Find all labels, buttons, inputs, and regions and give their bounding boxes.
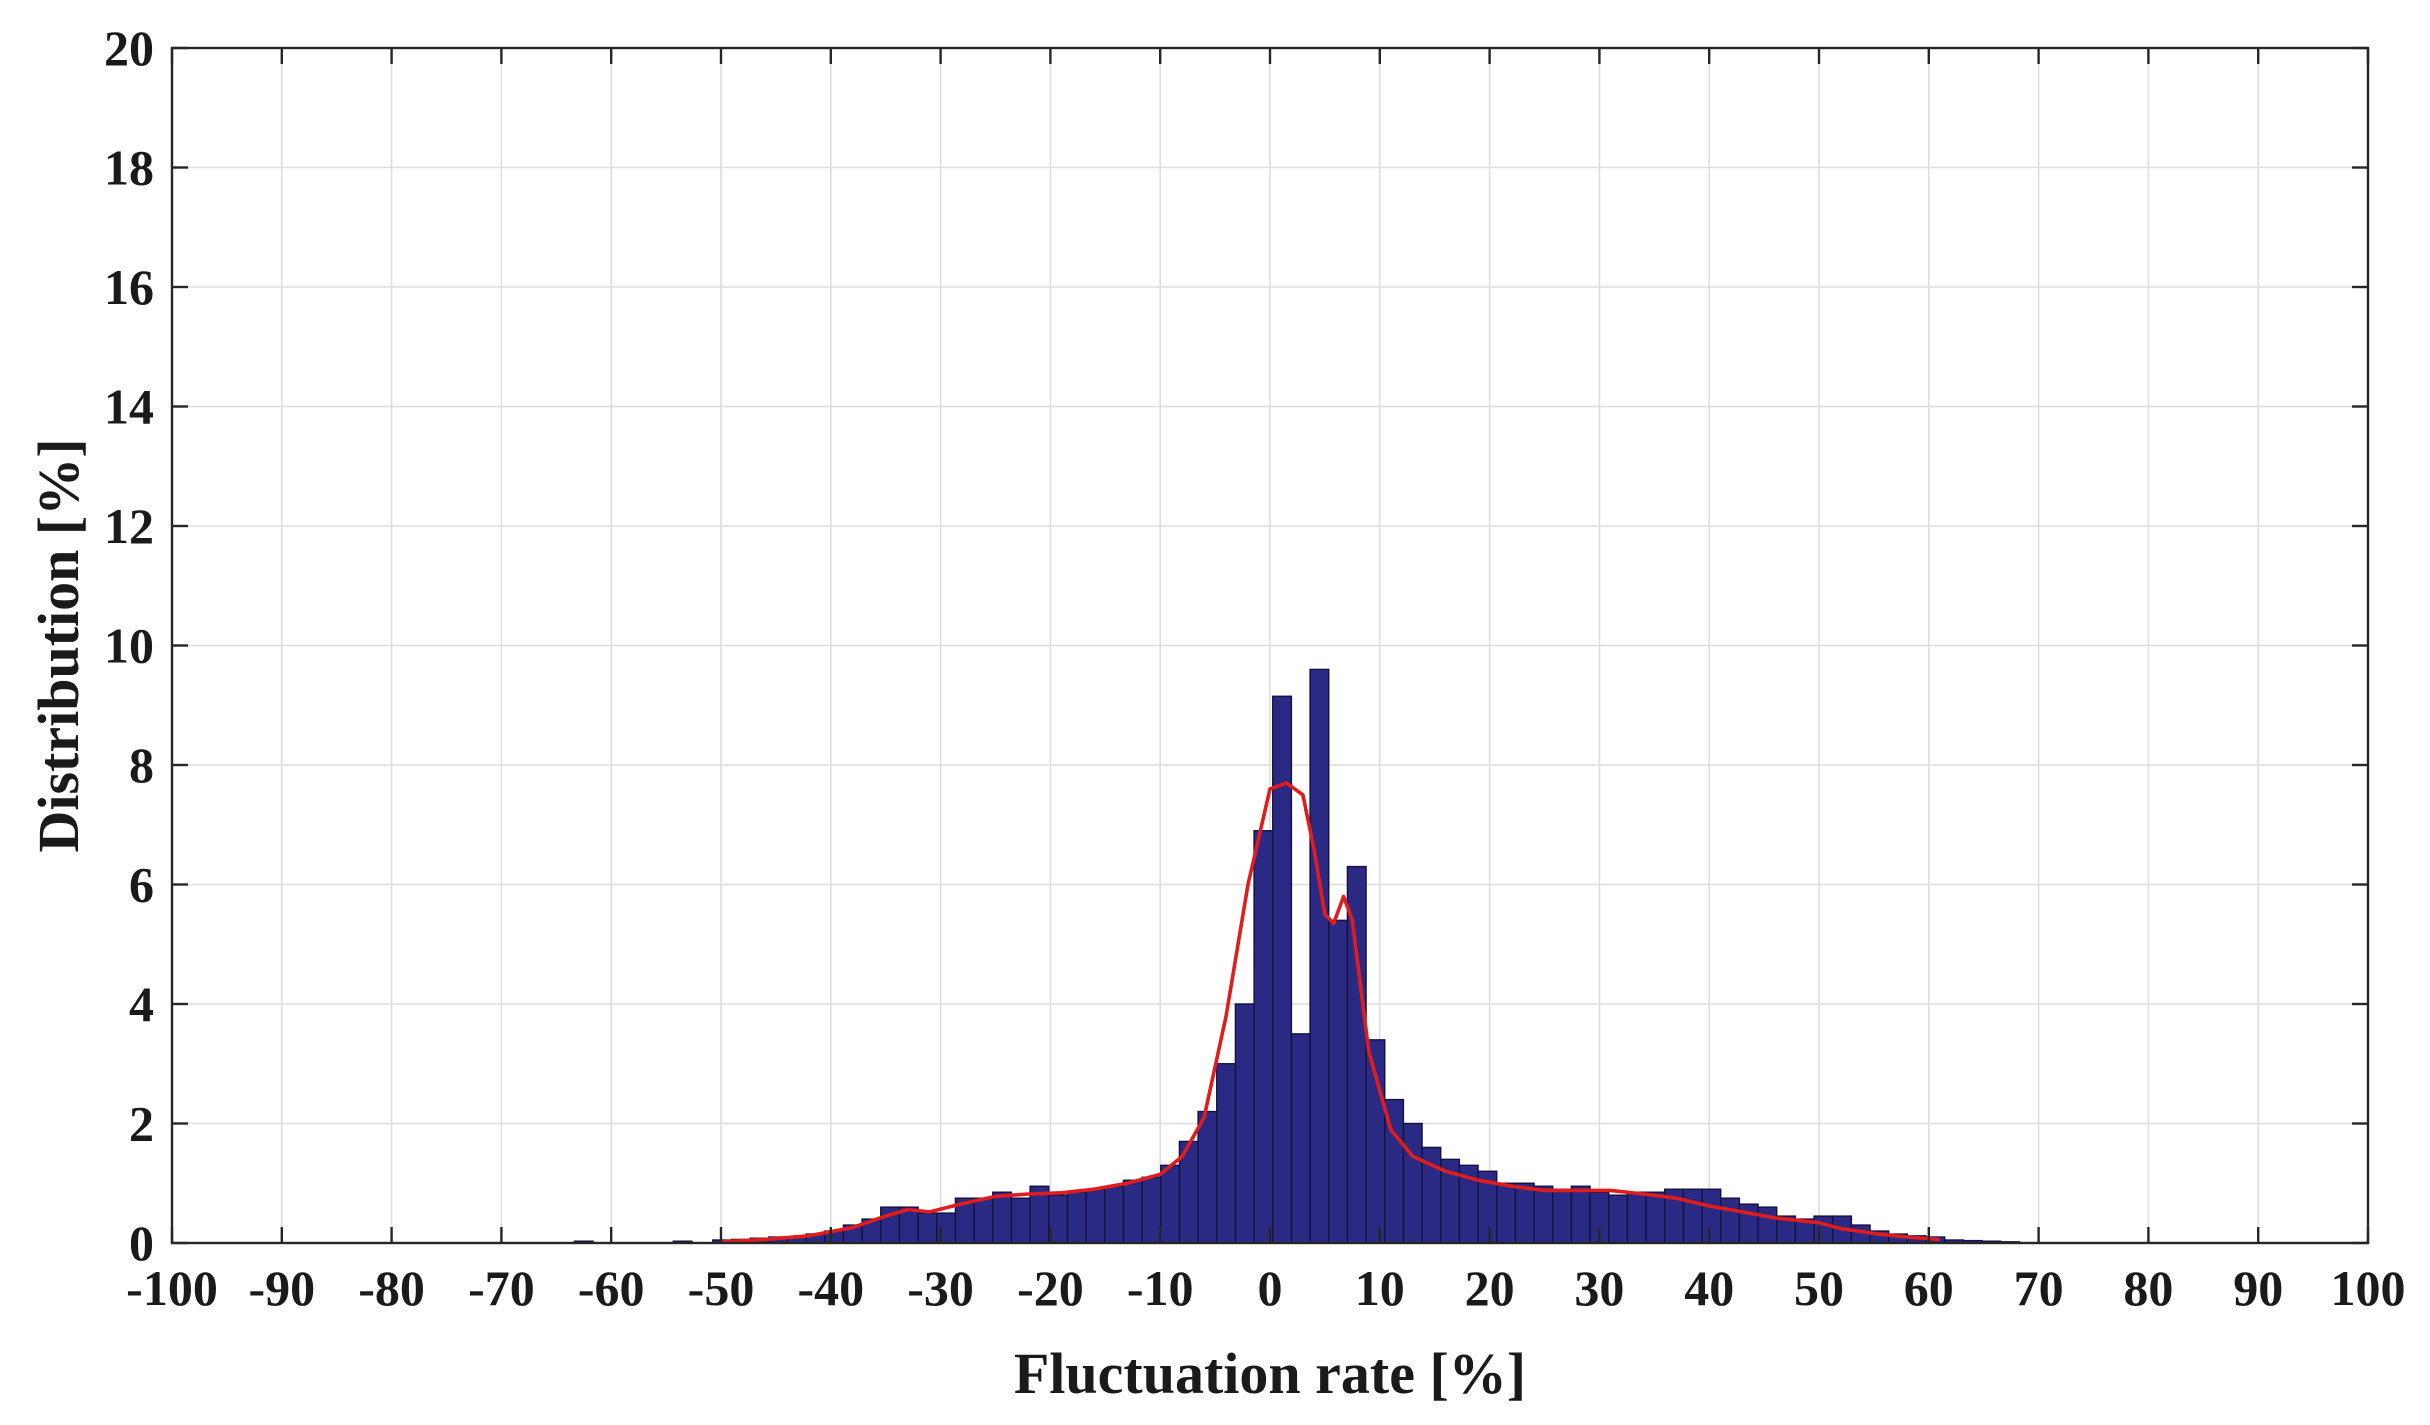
histogram-bar [1216, 1063, 1237, 1244]
x-tick-label: -20 [1017, 1260, 1084, 1316]
y-tick-label: 8 [129, 737, 154, 793]
y-tick-label: 12 [104, 498, 154, 554]
y-tick-label: 20 [104, 20, 154, 76]
y-tick-label: 10 [104, 618, 154, 674]
axis-ticks [170, 46, 2370, 1245]
histogram-bar [1514, 1182, 1535, 1244]
y-tick-label: 4 [129, 976, 154, 1032]
histogram-bar [1085, 1188, 1106, 1244]
histogram-bar [1682, 1188, 1703, 1244]
histogram-bar [1738, 1203, 1759, 1244]
histogram-bar [1104, 1185, 1125, 1244]
histogram-bars [573, 668, 2021, 1244]
histogram-bar [917, 1212, 938, 1244]
x-tick-label: 0 [1258, 1260, 1283, 1316]
x-tick-label: 50 [1794, 1260, 1844, 1316]
x-tick-label: 90 [2233, 1260, 2283, 1316]
histogram-bar [1496, 1182, 1517, 1244]
x-tick-label: -40 [797, 1260, 864, 1316]
histogram-bar [1066, 1191, 1087, 1244]
y-axis-title: Distribution [%] [26, 438, 91, 852]
histogram-bar [1552, 1188, 1573, 1244]
histogram-bar [1309, 668, 1330, 1244]
x-tick-label: -10 [1127, 1260, 1194, 1316]
x-tick-label: 30 [1574, 1260, 1624, 1316]
histogram-bar [1813, 1215, 1834, 1244]
x-tick-label: 100 [2331, 1260, 2406, 1316]
y-tick-label: 16 [104, 259, 154, 315]
x-axis-title: Fluctuation rate [%] [1014, 1341, 1526, 1406]
histogram-bar [1402, 1122, 1423, 1244]
histogram-bar [1253, 830, 1274, 1244]
histogram-bar [1757, 1206, 1778, 1244]
y-tick-label: 0 [129, 1215, 154, 1271]
x-tick-label: 40 [1684, 1260, 1734, 1316]
histogram-bar [1160, 1164, 1181, 1244]
histogram-bar [1141, 1176, 1162, 1244]
x-tick-label: 10 [1355, 1260, 1405, 1316]
histogram-bar [1272, 695, 1293, 1244]
x-tick-label: -30 [907, 1260, 974, 1316]
x-tick-label: -50 [688, 1260, 755, 1316]
histogram-bar [1234, 1003, 1255, 1244]
x-tick-label: -100 [126, 1260, 218, 1316]
y-tick-label: 14 [104, 379, 154, 435]
histogram-bar [973, 1197, 994, 1244]
x-tick-label: 70 [2014, 1260, 2064, 1316]
histogram-bar [1328, 919, 1349, 1244]
y-tick-label: 18 [104, 140, 154, 196]
histogram-bar [1010, 1197, 1031, 1244]
histogram-bar [1290, 1033, 1311, 1244]
x-tick-label: -90 [248, 1260, 315, 1316]
histogram-bar [1645, 1191, 1666, 1244]
x-tick-label: 80 [2123, 1260, 2173, 1316]
y-tick-labels: 0 2 4 6 8 10 12 14 16 18 20 [104, 20, 154, 1271]
histogram-bar [1122, 1179, 1143, 1244]
x-tick-label: -80 [358, 1260, 425, 1316]
histogram-bar [1626, 1191, 1647, 1244]
grid-lines [172, 48, 2368, 1243]
y-tick-label: 6 [129, 857, 154, 913]
histogram-bar [1608, 1194, 1629, 1244]
histogram-bar [1701, 1188, 1722, 1244]
histogram-bar [1720, 1197, 1741, 1244]
histogram-bar [1533, 1185, 1554, 1244]
x-tick-label: 20 [1465, 1260, 1515, 1316]
histogram-bar [992, 1191, 1013, 1244]
histogram-bar [1346, 865, 1367, 1244]
histogram-bar [1570, 1185, 1591, 1244]
x-tick-label: 60 [1904, 1260, 1954, 1316]
fit-curve-line [720, 781, 1940, 1244]
y-tick-label: 2 [129, 1096, 154, 1152]
x-tick-label: -60 [578, 1260, 645, 1316]
x-tick-label: -70 [468, 1260, 535, 1316]
x-tick-labels: -100 -90 -80 -70 -60 -50 -40 -30 -20 -10 0 10 20 30 40… [126, 1260, 2405, 1316]
histogram-bar [1197, 1110, 1218, 1244]
